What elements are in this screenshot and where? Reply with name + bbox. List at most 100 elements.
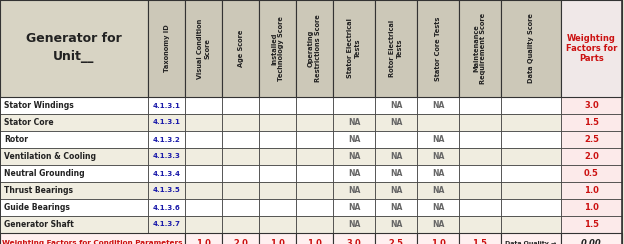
Text: 3.0: 3.0 xyxy=(346,238,361,244)
Bar xyxy=(417,216,459,233)
Bar xyxy=(222,0,259,97)
Bar xyxy=(148,0,185,97)
Bar xyxy=(296,233,333,244)
Bar xyxy=(561,182,622,199)
Text: Operating
Restrictions Score: Operating Restrictions Score xyxy=(308,15,321,82)
Bar xyxy=(296,131,333,148)
Bar xyxy=(417,0,459,97)
Bar xyxy=(259,182,296,199)
Text: 0.00: 0.00 xyxy=(581,238,602,244)
Bar xyxy=(185,182,222,199)
Bar xyxy=(148,216,185,233)
Bar xyxy=(417,165,459,182)
Text: 4.1.3.6: 4.1.3.6 xyxy=(153,204,180,211)
Bar xyxy=(185,0,222,97)
Text: Age Score: Age Score xyxy=(238,30,243,67)
Bar xyxy=(501,233,561,244)
Bar xyxy=(561,148,622,165)
Text: 2.5: 2.5 xyxy=(389,238,404,244)
Bar xyxy=(417,97,459,114)
Text: 1.0: 1.0 xyxy=(584,203,599,212)
Text: NA: NA xyxy=(390,118,402,127)
Bar xyxy=(185,97,222,114)
Text: 1.0: 1.0 xyxy=(307,238,322,244)
Bar xyxy=(259,131,296,148)
Bar xyxy=(459,131,501,148)
Bar xyxy=(459,199,501,216)
Bar xyxy=(296,165,333,182)
Text: 3.0: 3.0 xyxy=(584,101,599,110)
Bar xyxy=(375,0,417,97)
Bar xyxy=(296,114,333,131)
Text: Generator for: Generator for xyxy=(26,32,122,45)
Text: NA: NA xyxy=(390,220,402,229)
Text: NA: NA xyxy=(390,169,402,178)
Bar xyxy=(0,97,148,114)
Bar xyxy=(561,97,622,114)
Text: Stator Core: Stator Core xyxy=(4,118,54,127)
Text: Maintenance
Requirement Score: Maintenance Requirement Score xyxy=(474,13,487,84)
Bar xyxy=(259,165,296,182)
Bar xyxy=(375,97,417,114)
Text: NA: NA xyxy=(348,203,360,212)
Text: Weighting
Factors for
Parts: Weighting Factors for Parts xyxy=(566,34,617,63)
Bar xyxy=(561,233,622,244)
Text: NA: NA xyxy=(432,169,444,178)
Text: 2.0: 2.0 xyxy=(584,152,599,161)
Bar xyxy=(259,199,296,216)
Bar xyxy=(0,114,148,131)
Bar xyxy=(501,114,561,131)
Bar xyxy=(0,0,148,97)
Text: Installed
Technology Score: Installed Technology Score xyxy=(271,16,284,81)
Bar xyxy=(501,165,561,182)
Bar xyxy=(185,165,222,182)
Text: Taxonomy ID: Taxonomy ID xyxy=(163,25,170,72)
Text: Guide Bearings: Guide Bearings xyxy=(4,203,70,212)
Text: NA: NA xyxy=(348,135,360,144)
Bar xyxy=(501,216,561,233)
Text: NA: NA xyxy=(390,152,402,161)
Bar xyxy=(333,0,375,97)
Text: 4.1.3.3: 4.1.3.3 xyxy=(152,153,180,160)
Bar xyxy=(333,97,375,114)
Bar xyxy=(417,233,459,244)
Text: Weighting Factors for Condition Parameters: Weighting Factors for Condition Paramete… xyxy=(2,240,183,244)
Bar xyxy=(375,165,417,182)
Text: Rotor: Rotor xyxy=(4,135,28,144)
Text: Thrust Bearings: Thrust Bearings xyxy=(4,186,73,195)
Bar xyxy=(0,199,148,216)
Bar xyxy=(561,0,622,97)
Bar xyxy=(222,114,259,131)
Bar xyxy=(148,199,185,216)
Text: Unit__: Unit__ xyxy=(53,50,95,63)
Bar xyxy=(148,148,185,165)
Bar xyxy=(259,0,296,97)
Bar xyxy=(501,182,561,199)
Bar xyxy=(296,216,333,233)
Bar xyxy=(148,165,185,182)
Text: 1.5: 1.5 xyxy=(584,118,599,127)
Text: 1.5: 1.5 xyxy=(472,238,487,244)
Bar xyxy=(148,97,185,114)
Bar xyxy=(561,216,622,233)
Bar xyxy=(375,216,417,233)
Text: 4.1.3.1: 4.1.3.1 xyxy=(152,120,180,125)
Bar xyxy=(333,233,375,244)
Bar xyxy=(561,199,622,216)
Text: NA: NA xyxy=(348,152,360,161)
Bar xyxy=(333,131,375,148)
Bar xyxy=(417,131,459,148)
Text: Stator Electrical
Tests: Stator Electrical Tests xyxy=(348,19,361,78)
Bar xyxy=(459,165,501,182)
Bar xyxy=(333,199,375,216)
Text: NA: NA xyxy=(348,169,360,178)
Bar xyxy=(185,114,222,131)
Text: Stator Core Tests: Stator Core Tests xyxy=(435,16,441,81)
Bar xyxy=(561,114,622,131)
Bar xyxy=(148,114,185,131)
Bar xyxy=(333,216,375,233)
Text: 2.0: 2.0 xyxy=(233,238,248,244)
Text: 0.5: 0.5 xyxy=(584,169,599,178)
Text: 2.5: 2.5 xyxy=(584,135,599,144)
Text: 1.5: 1.5 xyxy=(584,220,599,229)
